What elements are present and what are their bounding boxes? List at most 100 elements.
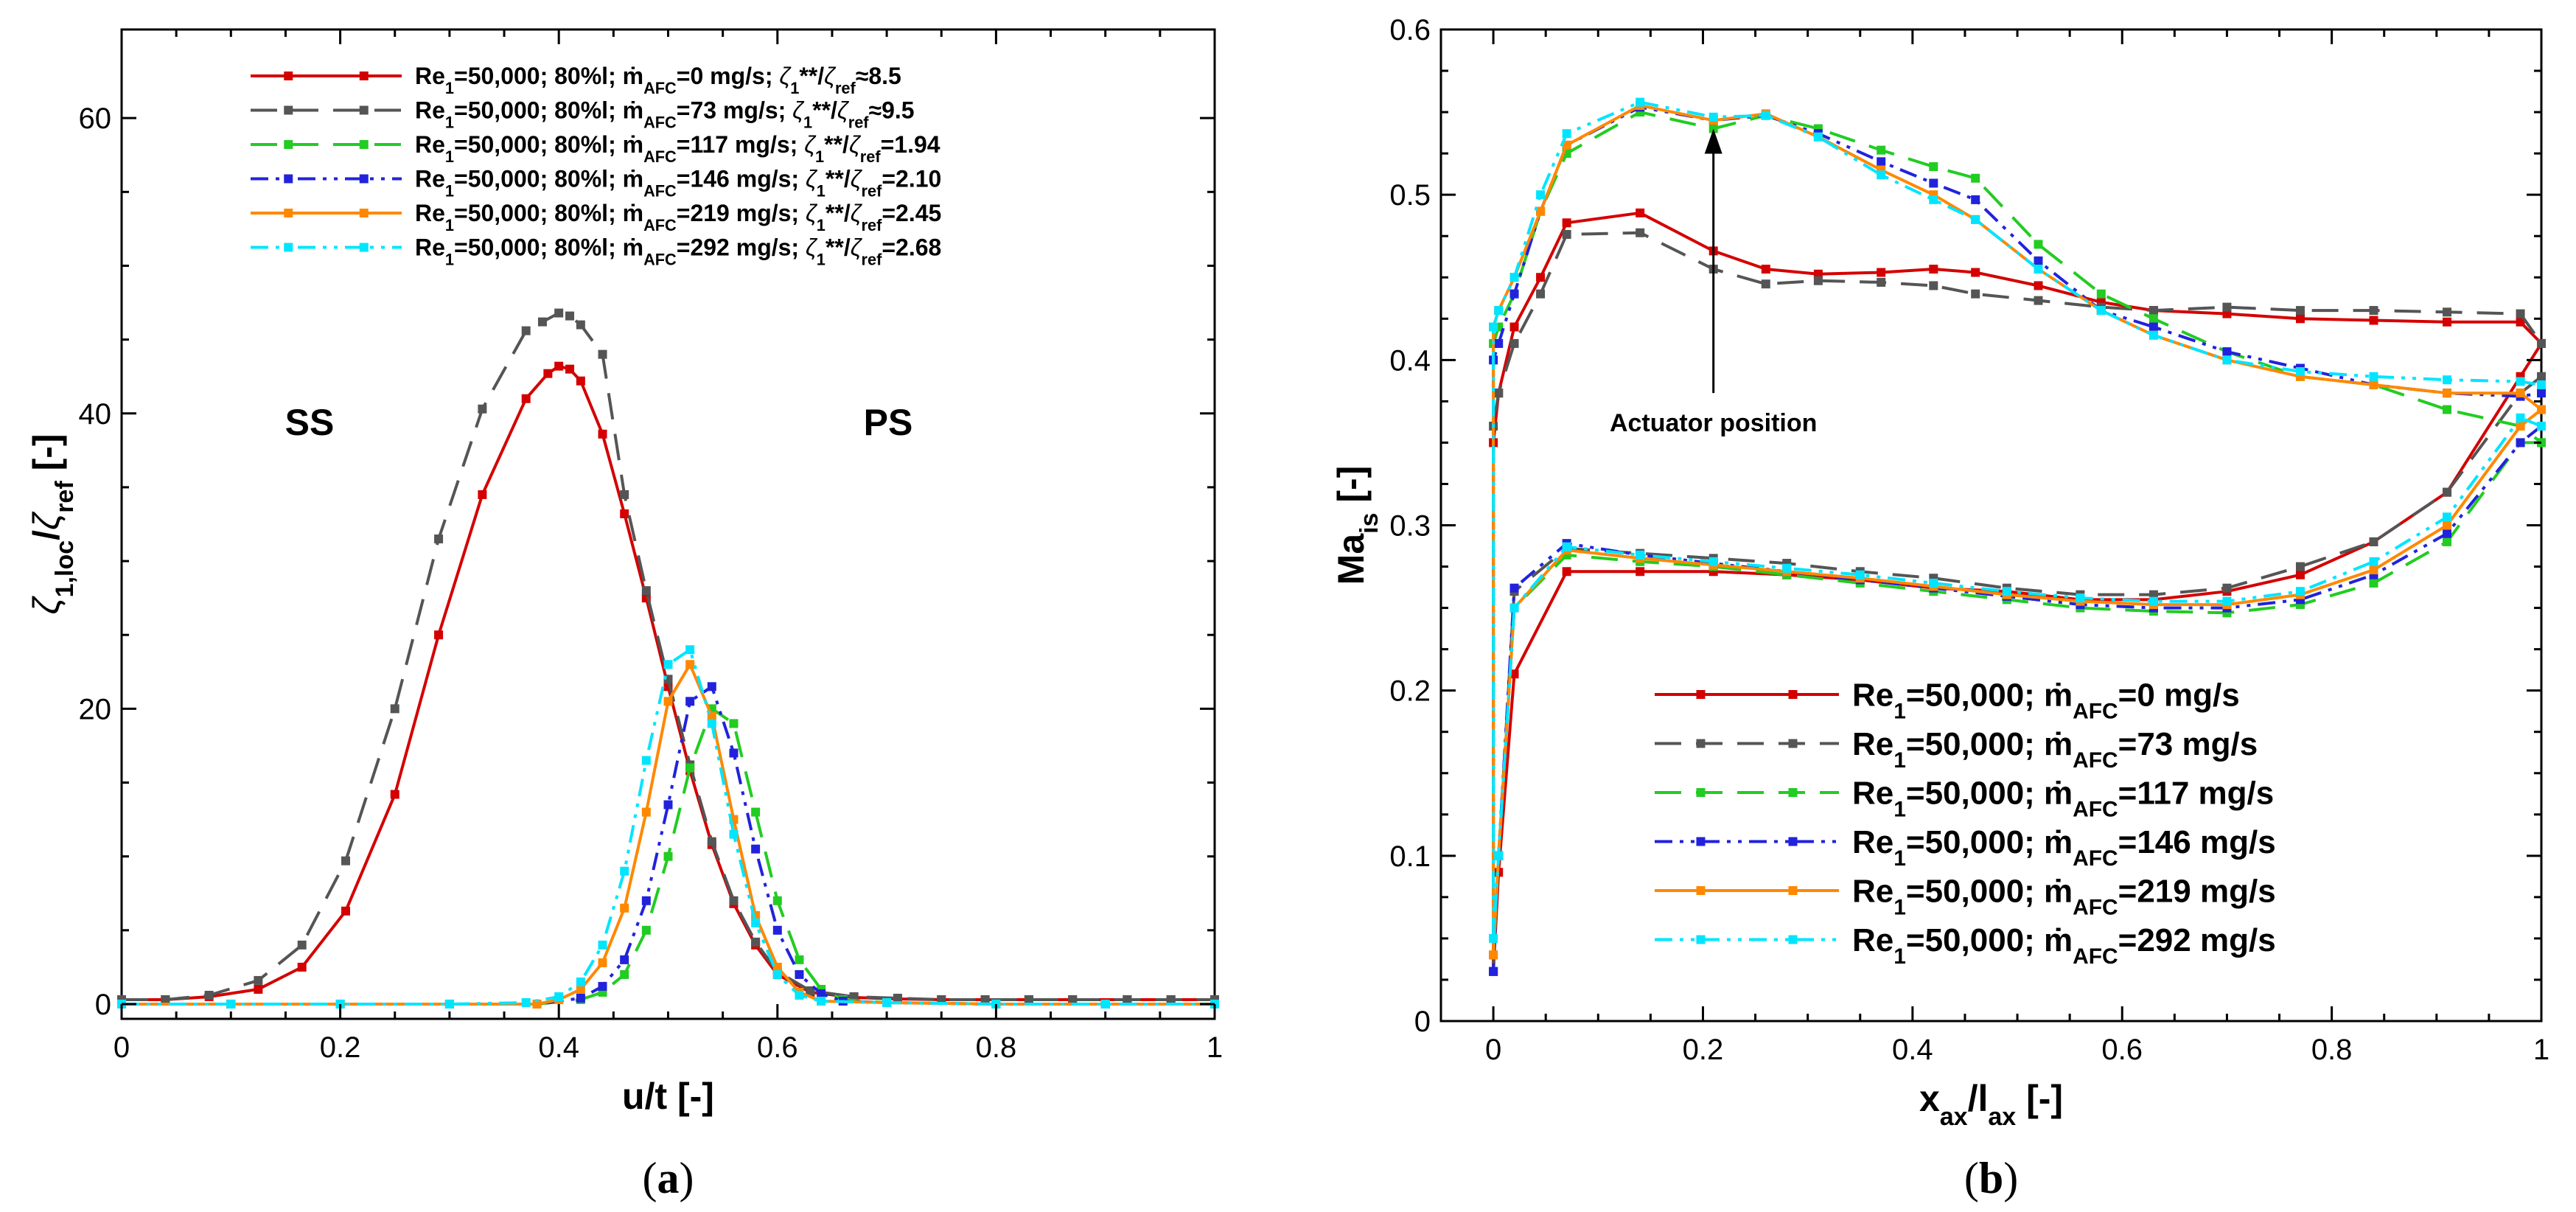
data-point [2443,405,2452,414]
data-point [817,996,826,1006]
plot-frame [1439,28,2543,1023]
data-point [1166,995,1176,1004]
legend-marker [284,140,293,149]
data-point [1761,111,1770,120]
data-point [444,999,454,1009]
data-point [598,429,607,439]
data-point [2443,529,2452,538]
data-point [1509,669,1519,679]
y-axis-label: ζ1,loc/ζref [-] [26,433,79,614]
data-point [1489,933,1498,943]
x-tick-label: 0.8 [976,1031,1017,1064]
data-point [685,645,695,655]
data-point [2222,347,2232,357]
data-point [641,896,651,905]
data-point [2222,583,2232,593]
legend-marker [359,174,369,184]
data-point [576,376,585,386]
data-point [893,993,902,1003]
data-point [2443,389,2452,398]
data-point [1024,995,1033,1004]
legend-entry-label: Re1=50,000; ṁAFC=292 mg/s [1852,922,2276,969]
data-point [2369,316,2378,325]
data-point [537,317,547,327]
data-point [1494,338,1504,348]
data-point [2369,565,2378,575]
data-point [2516,309,2525,318]
legend-marker [359,140,369,149]
data-point [1562,140,1571,150]
data-point [620,509,629,518]
data-point [2369,306,2378,316]
data-point [341,856,351,866]
data-point [641,925,651,935]
data-point [576,993,585,1003]
data-point [1971,173,1980,183]
x-tick-label: 1 [1207,1031,1223,1064]
data-point [1971,268,1980,277]
data-point [2034,281,2043,290]
data-point [2516,413,2525,422]
data-point [2149,322,2158,332]
data-point [641,807,651,817]
data-point [772,896,782,905]
data-point [1562,229,1571,239]
data-point [2034,256,2043,265]
legend-marker [1696,886,1706,895]
legend-marker [284,243,293,252]
y-tick-label: 0.3 [1389,510,1431,543]
data-point [2369,537,2378,546]
data-point [1877,277,1886,287]
data-point [1782,563,1792,573]
data-point [620,903,629,913]
data-point [2295,570,2305,579]
data-point [1929,265,1938,274]
x-tick-label: 0.8 [2311,1034,2353,1066]
data-point [1509,603,1519,613]
x-tick-label: 0.4 [538,1031,579,1064]
data-point [521,997,531,1007]
data-point [1536,289,1546,299]
data-point [980,995,990,1004]
data-point [2096,306,2106,316]
data-point [1929,281,1938,290]
data-point [663,800,673,809]
data-point [2222,302,2232,312]
legend-entry-label: Re1=50,000; 80%l; ṁAFC=73 mg/s; ζ1**/ζre… [415,97,915,132]
data-point [663,851,673,861]
data-point [729,896,739,905]
data-point [1123,995,1132,1004]
data-point [1536,206,1546,216]
legend-marker [284,105,293,115]
y-tick-label: 0.5 [1389,179,1431,212]
data-point [1509,338,1519,348]
x-tick-label: 0.6 [2101,1034,2143,1066]
data-point [2516,317,2525,327]
data-point [2369,557,2378,566]
data-point [2537,405,2546,414]
data-point [2369,372,2378,381]
legend-marker [1696,739,1706,748]
legend-marker [359,105,369,115]
data-point [2369,380,2378,389]
legend-marker [1788,935,1798,944]
y-tick-label: 20 [79,693,112,725]
legend-entry-label: Re1=50,000; 80%l; ṁAFC=219 mg/s; ζ1**/ζr… [415,200,941,234]
data-point [2443,537,2452,546]
data-point [729,748,739,758]
series-2 [117,704,1219,1009]
data-point [751,937,761,947]
series-4 [117,660,1219,1009]
data-point [1971,195,1980,204]
series-5 [1489,97,2546,943]
data-point [1761,279,1770,289]
data-point [2295,562,2305,571]
legend-marker [1696,788,1706,797]
data-point [2149,330,2158,340]
legend-entry-label: Re1=50,000; ṁAFC=146 mg/s [1852,824,2276,871]
data-point [729,829,739,839]
data-point [2002,587,2011,596]
data-point [598,981,607,991]
data-point [685,660,695,669]
y-axis-label: Mais [-] [1330,466,1383,585]
